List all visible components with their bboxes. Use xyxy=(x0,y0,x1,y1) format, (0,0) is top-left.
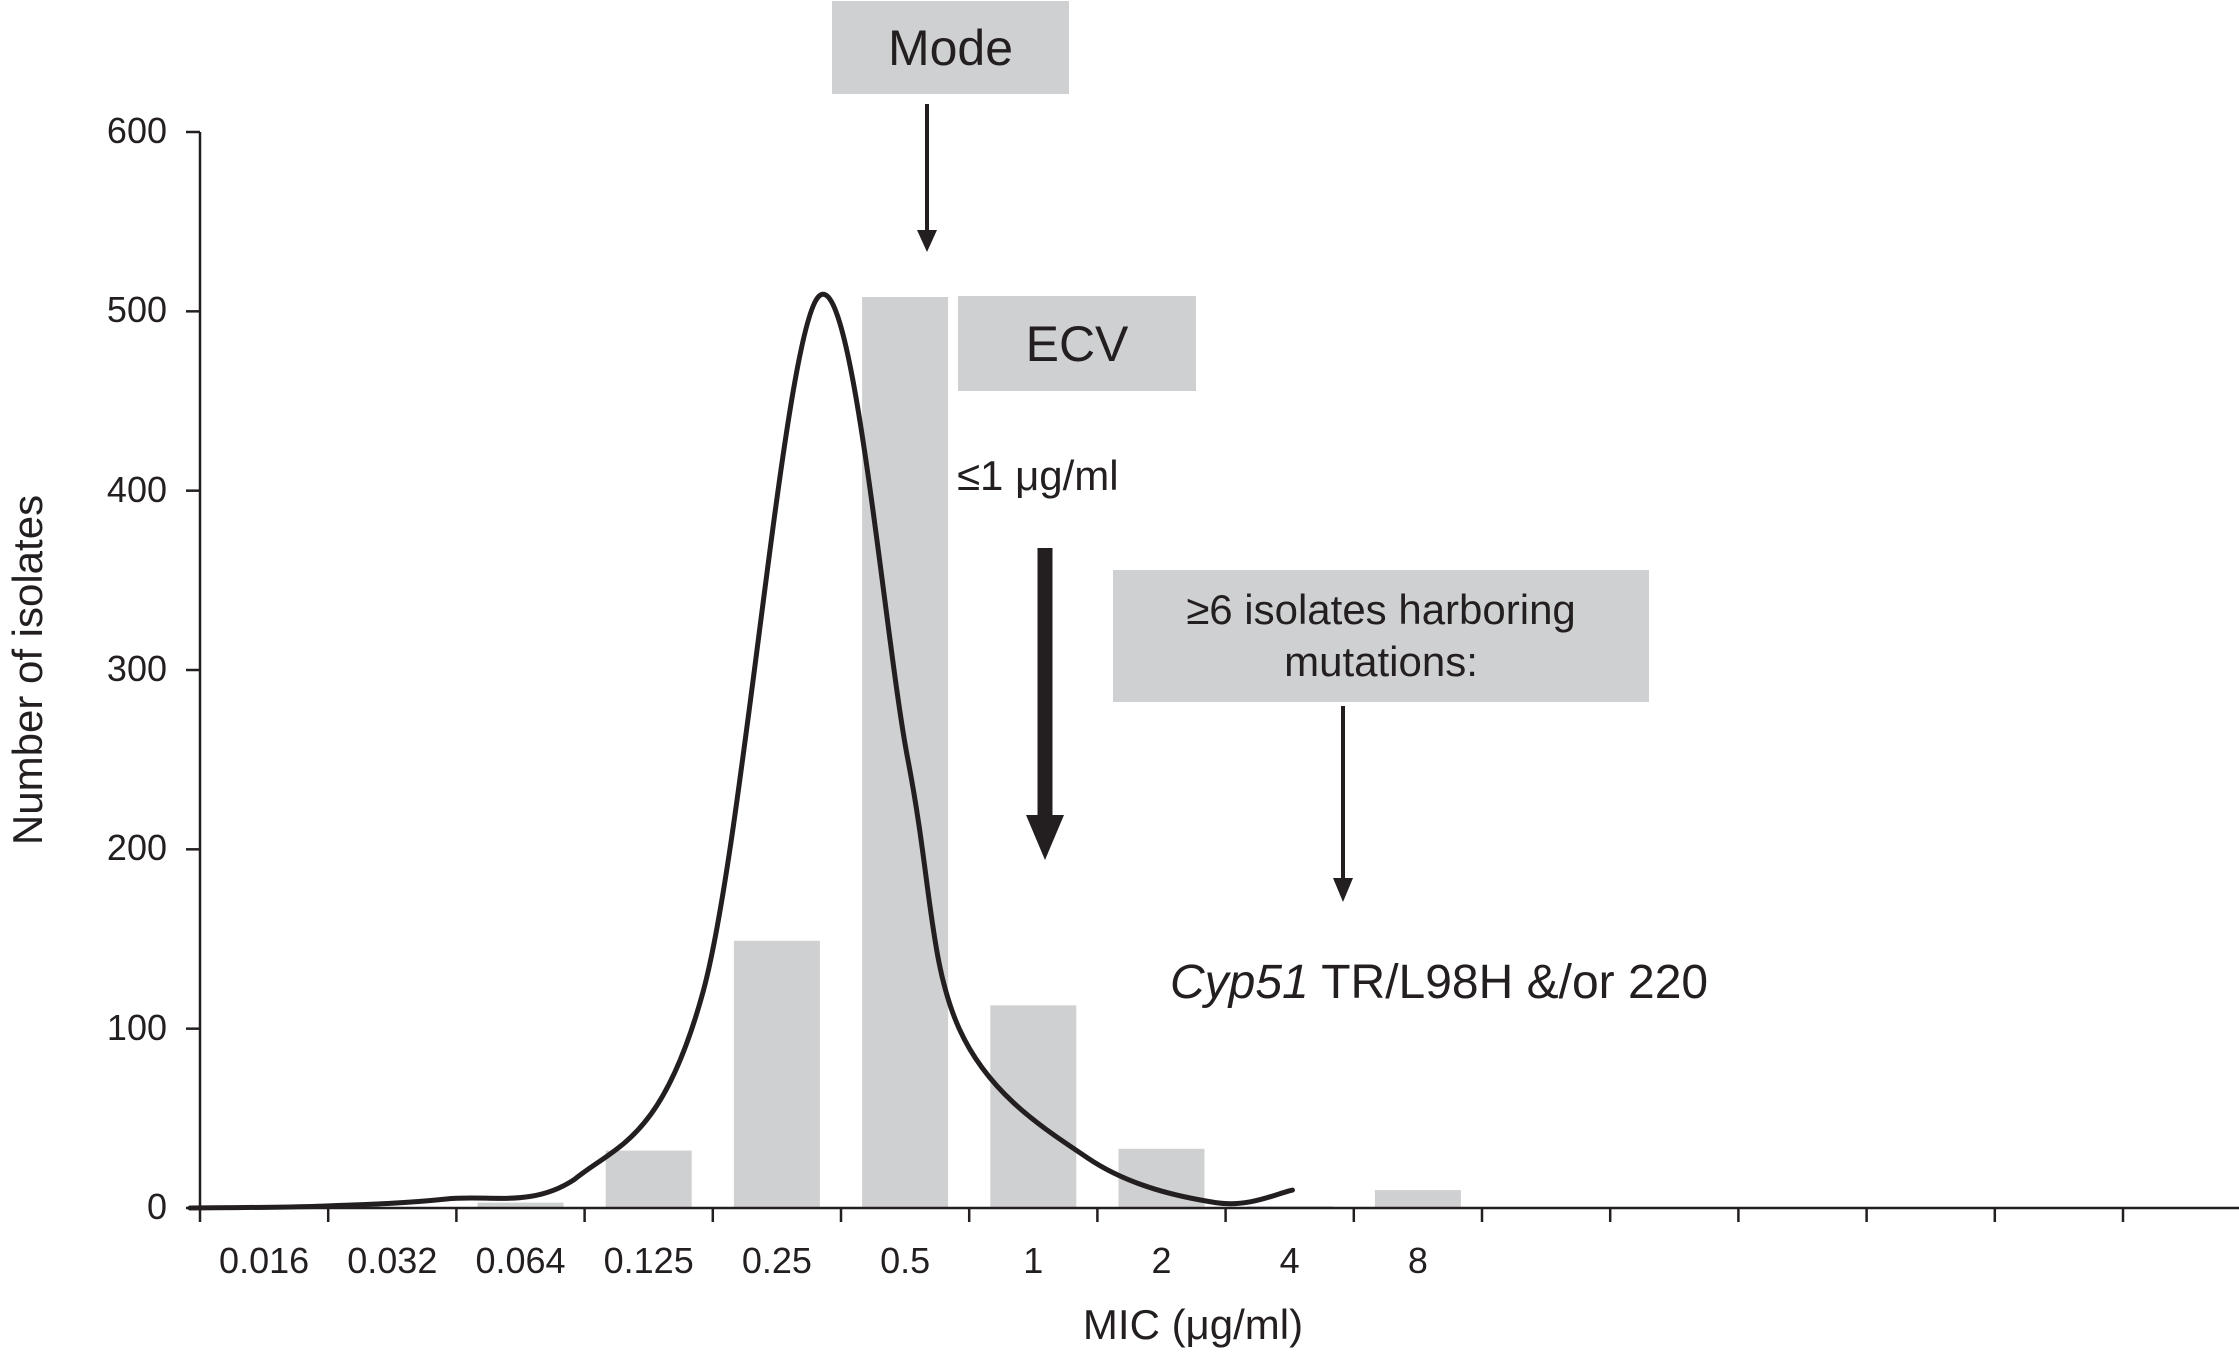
mode-label-box: Mode xyxy=(832,1,1069,94)
ecv-label: ECV xyxy=(1025,315,1129,372)
y-tick-label: 600 xyxy=(106,110,167,151)
curve-layer xyxy=(187,291,1295,1211)
x-tick-label: 0.016 xyxy=(219,1240,310,1281)
gene-label: Cyp51 TR/L98H &/or 220 xyxy=(1170,955,1708,1010)
ecv-label-box: ECV xyxy=(958,296,1196,391)
bar-0.064 xyxy=(477,1202,564,1208)
mutation-note-box: ≥6 isolates harboring mutations: xyxy=(1113,570,1649,702)
x-tick-label: 2 xyxy=(1151,1240,1172,1281)
bars-layer xyxy=(477,296,1461,1208)
x-tick-label: 4 xyxy=(1279,1240,1300,1281)
ecv-arrowhead xyxy=(1026,815,1064,860)
mode-arrowhead xyxy=(917,230,937,252)
bar-0.25 xyxy=(733,940,820,1208)
x-tick-label: 8 xyxy=(1407,1240,1428,1281)
y-tick-label: 500 xyxy=(106,289,167,331)
y-tick-label: 300 xyxy=(106,648,167,689)
x-tick-label: 0.032 xyxy=(347,1240,438,1281)
y-tick-label: 200 xyxy=(106,827,167,869)
y-tick-label: 400 xyxy=(106,468,167,510)
x-tick-label: 1 xyxy=(1023,1240,1044,1281)
gene-mutation-text: TR/L98H &/or 220 xyxy=(1308,956,1709,1009)
x-tick-label: 0.5 xyxy=(880,1240,931,1281)
axes-layer xyxy=(186,130,2239,1222)
bar-1 xyxy=(990,1005,1077,1208)
x-tick-label: 0.064 xyxy=(475,1240,566,1281)
gene-name-italic: Cyp51 xyxy=(1170,956,1309,1009)
y-tick-label: 100 xyxy=(106,1006,167,1048)
mutation-arrowhead xyxy=(1333,878,1353,902)
mutation-note-line2: mutations: xyxy=(1284,638,1478,685)
bar-0.125 xyxy=(605,1150,692,1208)
mutation-note-line1: ≥6 isolates harboring xyxy=(1186,586,1576,633)
y-tick-label: 0 xyxy=(146,1186,167,1227)
arrows-layer xyxy=(917,104,1353,902)
distribution-curve xyxy=(187,291,1295,1211)
bar-8 xyxy=(1374,1190,1461,1208)
x-axis-title: MIC (μg/ml) xyxy=(1082,1301,1304,1348)
y-axis-title: Number of isolates xyxy=(4,494,51,846)
x-tick-label: 0.25 xyxy=(741,1240,812,1281)
ecv-value-label: ≤1 μg/ml xyxy=(957,452,1119,499)
mode-label: Mode xyxy=(887,19,1014,76)
x-tick-label: 0.125 xyxy=(603,1240,694,1281)
